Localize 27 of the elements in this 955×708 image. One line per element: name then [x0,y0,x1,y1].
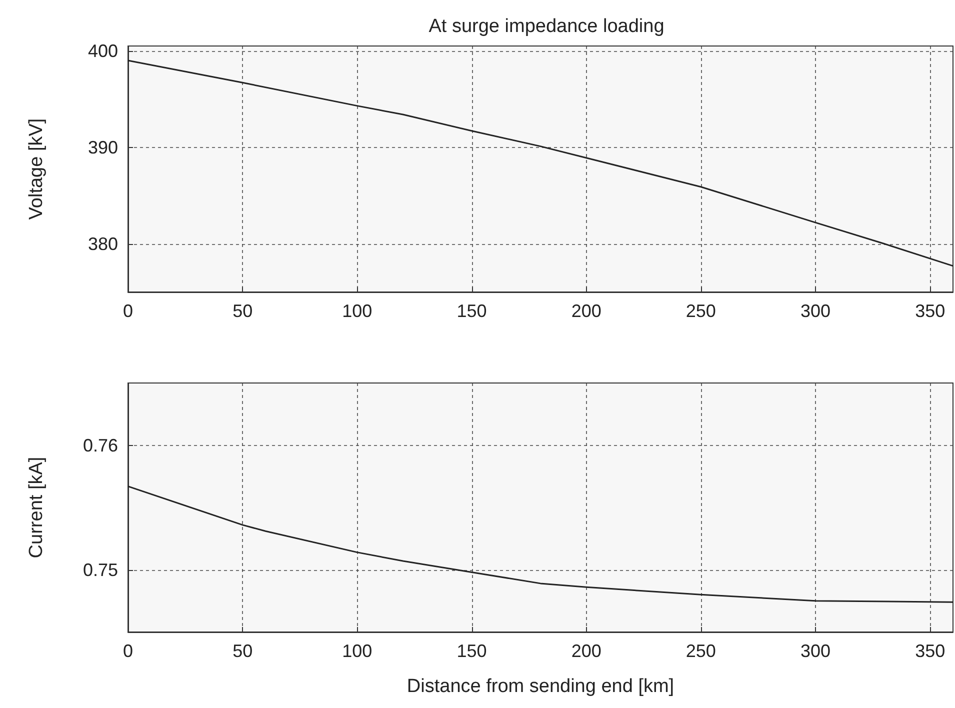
y-axis-title: Current [kA] [26,456,47,558]
line-series [127,486,954,603]
x-tick-label: 0 [122,301,134,321]
chart-title: At surge impedance loading [428,16,664,37]
x-tick-label: 0 [122,641,134,661]
x-tick-label: 50 [232,641,253,661]
y-axis-title: Voltage [kV] [26,118,47,220]
x-tick-label: 200 [571,301,602,321]
x-tick-label: 100 [342,641,372,661]
y-tick-label: 390 [88,137,118,158]
x-tick-label: 250 [686,641,716,661]
x-tick-label: 350 [915,641,946,661]
x-axis-title: Distance from sending end [km] [406,676,674,697]
x-tick-label: 350 [915,301,946,321]
y-tick-label: 400 [88,40,118,61]
y-tick-label: 0.76 [82,435,118,456]
x-tick-label: 150 [456,301,487,321]
x-tick-label: 200 [571,641,602,661]
y-tick-label: 0.75 [82,560,118,580]
x-tick-label: 150 [456,641,487,661]
x-tick-label: 50 [232,301,253,321]
line-series [127,60,954,267]
y-tick-label: 380 [88,234,118,254]
x-tick-label: 250 [686,301,716,321]
x-tick-label: 300 [800,641,831,661]
x-tick-label: 300 [800,301,831,321]
x-tick-label: 100 [342,301,372,321]
